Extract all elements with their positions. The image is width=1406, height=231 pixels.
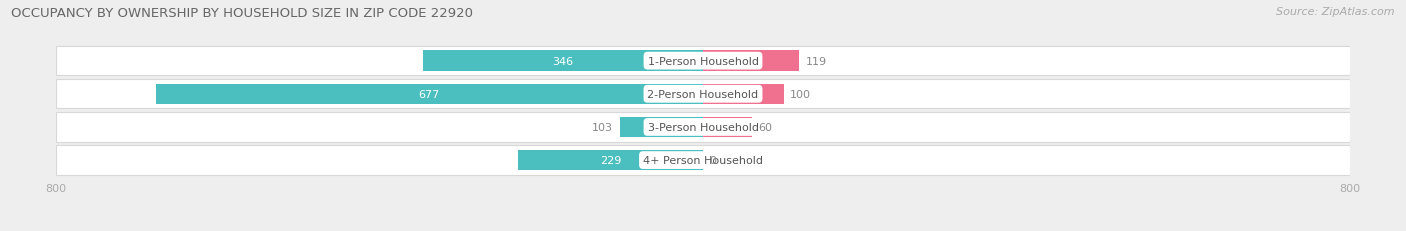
Text: 119: 119: [806, 56, 827, 66]
Bar: [56, 47, 1350, 76]
Bar: [620, 117, 703, 138]
Bar: [703, 51, 799, 72]
Bar: [56, 80, 1350, 109]
Text: 4+ Person Household: 4+ Person Household: [643, 155, 763, 165]
Text: 1-Person Household: 1-Person Household: [648, 56, 758, 66]
Text: 2-Person Household: 2-Person Household: [647, 89, 759, 99]
Bar: [517, 150, 703, 171]
Text: 103: 103: [592, 122, 613, 132]
Bar: [703, 84, 785, 105]
Bar: [56, 113, 1350, 142]
Text: 0: 0: [710, 155, 717, 165]
Text: 677: 677: [419, 89, 440, 99]
Bar: [703, 117, 751, 138]
Text: Source: ZipAtlas.com: Source: ZipAtlas.com: [1277, 7, 1395, 17]
Bar: [423, 51, 703, 72]
Text: 100: 100: [790, 89, 811, 99]
Text: OCCUPANCY BY OWNERSHIP BY HOUSEHOLD SIZE IN ZIP CODE 22920: OCCUPANCY BY OWNERSHIP BY HOUSEHOLD SIZE…: [11, 7, 474, 20]
Text: 346: 346: [553, 56, 574, 66]
Text: 229: 229: [600, 155, 621, 165]
Bar: [156, 84, 703, 105]
Bar: [56, 146, 1350, 175]
Text: 3-Person Household: 3-Person Household: [648, 122, 758, 132]
Text: 60: 60: [758, 122, 772, 132]
